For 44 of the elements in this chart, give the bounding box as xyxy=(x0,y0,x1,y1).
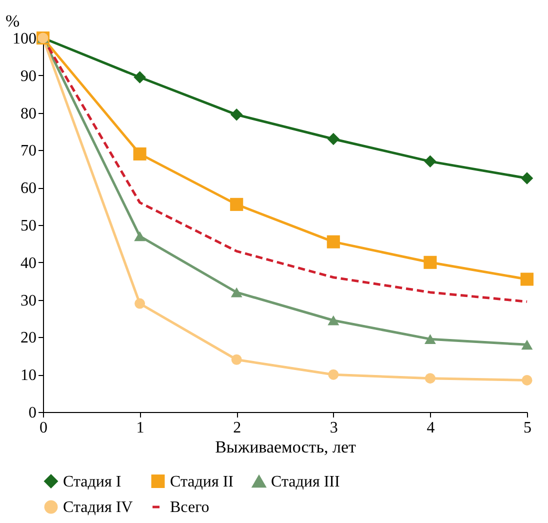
x-tick-label: 0 xyxy=(40,420,48,436)
point xyxy=(134,71,146,84)
y-tick-label: 60 xyxy=(20,180,36,198)
point xyxy=(520,272,534,286)
point xyxy=(424,334,436,344)
point xyxy=(424,373,436,384)
y-tick-label: 70 xyxy=(20,142,36,160)
x-tick-label: 1 xyxy=(136,420,144,436)
point xyxy=(134,231,146,242)
point xyxy=(230,198,244,211)
x-tick-label: 2 xyxy=(233,420,242,436)
point xyxy=(328,369,339,380)
y-tick-label: 10 xyxy=(20,367,36,384)
point xyxy=(230,287,242,298)
point xyxy=(424,256,437,269)
legend-label: Стадия III xyxy=(271,474,340,491)
y-tick-label: 40 xyxy=(20,254,36,272)
y-tick-label: 50 xyxy=(20,218,36,234)
x-tick-label: 3 xyxy=(330,420,338,436)
y-tick-label: 30 xyxy=(20,292,36,310)
legend-label: Стадия IV xyxy=(63,499,134,516)
point xyxy=(231,354,242,365)
point xyxy=(521,340,533,350)
point xyxy=(328,315,340,326)
point xyxy=(424,155,436,168)
point xyxy=(327,132,340,146)
point xyxy=(522,374,532,386)
x-tick-label: 4 xyxy=(426,420,435,436)
point xyxy=(230,108,243,121)
legend-label: Стадия II xyxy=(170,473,234,490)
point xyxy=(520,172,534,184)
point xyxy=(133,147,146,160)
y-tick-label: 20 xyxy=(20,330,36,347)
y-tick-label: 80 xyxy=(20,105,36,122)
legend-label: Всего xyxy=(170,499,210,516)
y-tick-label: 90 xyxy=(20,68,36,85)
y-tick-label: 0 xyxy=(28,404,36,422)
point xyxy=(326,235,340,248)
x-axis-title: Выживаемость, лет xyxy=(215,438,356,456)
point xyxy=(134,298,146,309)
y-axis-title: % xyxy=(6,12,20,30)
legend-label: Стадия I xyxy=(63,473,122,490)
x-tick-label: 5 xyxy=(524,420,532,436)
y-tick-label: 100 xyxy=(12,30,36,48)
